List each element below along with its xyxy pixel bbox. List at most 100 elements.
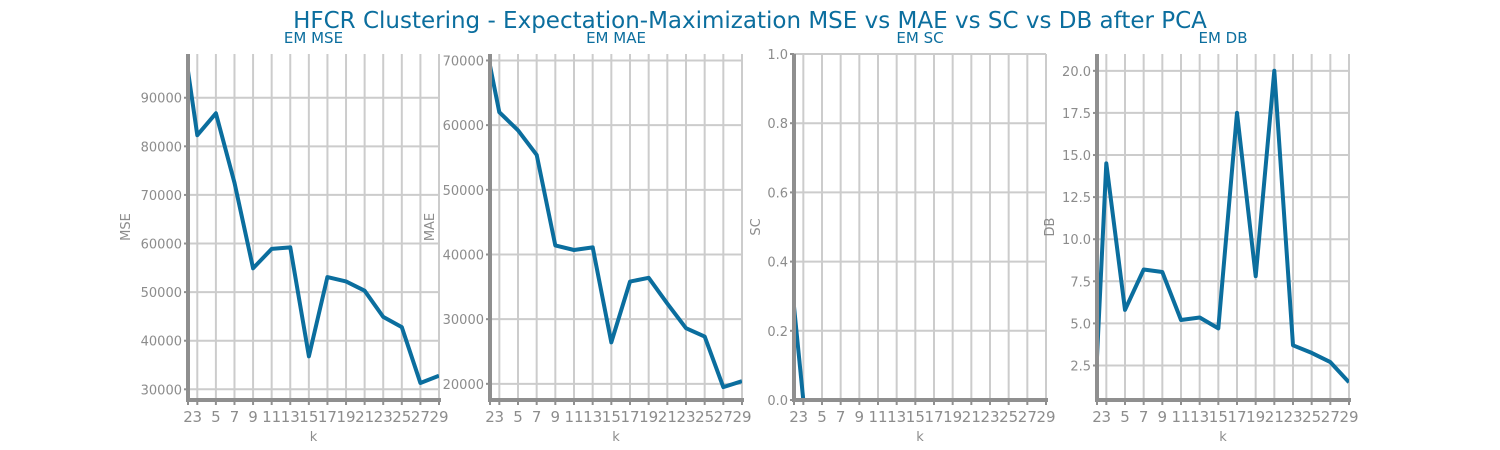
x-tick-label: 9 <box>248 408 258 426</box>
y-tick-label: 70000 <box>141 189 182 204</box>
x-tick-label: 7 <box>1139 408 1149 426</box>
y-tick-label: 2.5 <box>1070 359 1091 374</box>
figure-title: HFCR Clustering - Expectation-Maximizati… <box>293 8 1207 34</box>
x-tick-label: 2 <box>485 408 495 426</box>
x-tick-label: 13 <box>887 408 906 426</box>
x-axis-label: k <box>1219 430 1227 445</box>
x-tick-label: 29 <box>429 408 448 426</box>
x-tick-label: 27 <box>411 408 430 426</box>
series-line <box>1097 68 1349 384</box>
subplot-title: EM MAE <box>586 29 646 47</box>
x-tick-label: 15 <box>299 408 318 426</box>
y-tick-label: 70000 <box>443 54 484 69</box>
x-tick-label: 27 <box>1321 408 1340 426</box>
subplot-title: EM DB <box>1198 29 1247 47</box>
x-tick-label: 23 <box>676 408 695 426</box>
x-tick-label: 3 <box>799 408 809 426</box>
x-tick-label: 11 <box>868 408 887 426</box>
x-tick-label: 25 <box>999 408 1018 426</box>
y-tick-label: 40000 <box>141 335 182 350</box>
y-tick-label: 12.5 <box>1062 191 1091 206</box>
x-tick-label: 21 <box>658 408 677 426</box>
x-tick-label: 25 <box>695 408 714 426</box>
series-line <box>188 70 439 385</box>
subplot-3: 0.00.20.40.60.81.02 3 5 7 9 11 13 15 17 19 21 23 25 2… <box>749 29 1056 445</box>
y-tick-label: 40000 <box>443 248 484 263</box>
y-axis-label: MSE <box>119 213 134 241</box>
x-tick-label: 15 <box>602 408 621 426</box>
x-tick-label: 15 <box>906 408 925 426</box>
y-tick-label: 10.0 <box>1062 233 1091 248</box>
y-tick-label: 7.5 <box>1070 275 1091 290</box>
y-tick-label: 0.6 <box>767 186 788 201</box>
x-tick-label: 21 <box>1265 408 1284 426</box>
series-line <box>490 65 742 390</box>
y-tick-label: 17.5 <box>1062 107 1091 122</box>
x-tick-label: 3 <box>193 408 203 426</box>
x-tick-label: 11 <box>564 408 583 426</box>
x-tick-label: 9 <box>551 408 561 426</box>
x-tick-label: 5 <box>211 408 221 426</box>
y-tick-label: 30000 <box>443 313 484 328</box>
x-tick-label: 23 <box>374 408 393 426</box>
y-tick-label: 50000 <box>141 286 182 301</box>
x-tick-label: 27 <box>1018 408 1037 426</box>
x-tick-label: 17 <box>924 408 943 426</box>
x-tick-label: 11 <box>262 408 281 426</box>
x-tick-label: 15 <box>1209 408 1228 426</box>
subplot-4: 2.5 5.0 7.5 10.0 12.5 15.0 17.5 20.0 2 3 5 7 9 11 13 15… <box>1043 29 1359 445</box>
y-axis-label: MAE <box>423 213 438 241</box>
x-tick-label: 5 <box>513 408 523 426</box>
y-axis-label: DB <box>1043 218 1058 237</box>
x-tick-label: 7 <box>230 408 240 426</box>
x-tick-label: 2 <box>1092 408 1102 426</box>
y-tick-label: 0.2 <box>767 325 788 340</box>
x-tick-label: 25 <box>1302 408 1321 426</box>
y-tick-label: 80000 <box>141 140 182 155</box>
x-tick-label: 17 <box>318 408 337 426</box>
x-tick-label: 23 <box>1283 408 1302 426</box>
x-tick-label: 9 <box>1158 408 1168 426</box>
y-axis-label: SC <box>749 218 764 235</box>
x-tick-label: 21 <box>355 408 374 426</box>
x-tick-label: 23 <box>980 408 999 426</box>
x-tick-label: 25 <box>392 408 411 426</box>
x-tick-label: 2 <box>183 408 193 426</box>
x-tick-label: 19 <box>1246 408 1265 426</box>
x-tick-label: 17 <box>620 408 639 426</box>
x-tick-label: 29 <box>1339 408 1358 426</box>
x-tick-label: 27 <box>714 408 733 426</box>
x-tick-label: 5 <box>817 408 827 426</box>
y-tick-label: 50000 <box>443 184 484 199</box>
x-tick-label: 11 <box>1171 408 1190 426</box>
y-tick-label: 5.0 <box>1070 317 1091 332</box>
x-tick-label: 3 <box>495 408 505 426</box>
x-tick-label: 19 <box>336 408 355 426</box>
y-tick-label: 20.0 <box>1062 65 1091 80</box>
y-tick-label: 90000 <box>141 92 182 107</box>
subplot-title: EM SC <box>896 29 943 47</box>
y-tick-label: 15.0 <box>1062 149 1091 164</box>
x-tick-label: 9 <box>855 408 865 426</box>
x-tick-label: 5 <box>1120 408 1130 426</box>
x-axis-label: k <box>916 430 924 445</box>
y-tick-label: 30000 <box>141 383 182 398</box>
x-tick-label: 13 <box>281 408 300 426</box>
x-tick-label: 19 <box>943 408 962 426</box>
x-tick-label: 7 <box>836 408 846 426</box>
x-tick-label: 7 <box>532 408 542 426</box>
y-tick-label: 1.0 <box>767 48 788 63</box>
y-tick-label: 0.4 <box>767 256 788 271</box>
x-tick-label: 29 <box>1036 408 1055 426</box>
y-tick-label: 60000 <box>141 238 182 253</box>
y-tick-label: 0.8 <box>767 117 788 132</box>
x-tick-label: 13 <box>1190 408 1209 426</box>
x-tick-label: 17 <box>1227 408 1246 426</box>
y-tick-label: 60000 <box>443 119 484 134</box>
x-tick-label: 2 <box>789 408 799 426</box>
x-axis-label: k <box>612 430 620 445</box>
